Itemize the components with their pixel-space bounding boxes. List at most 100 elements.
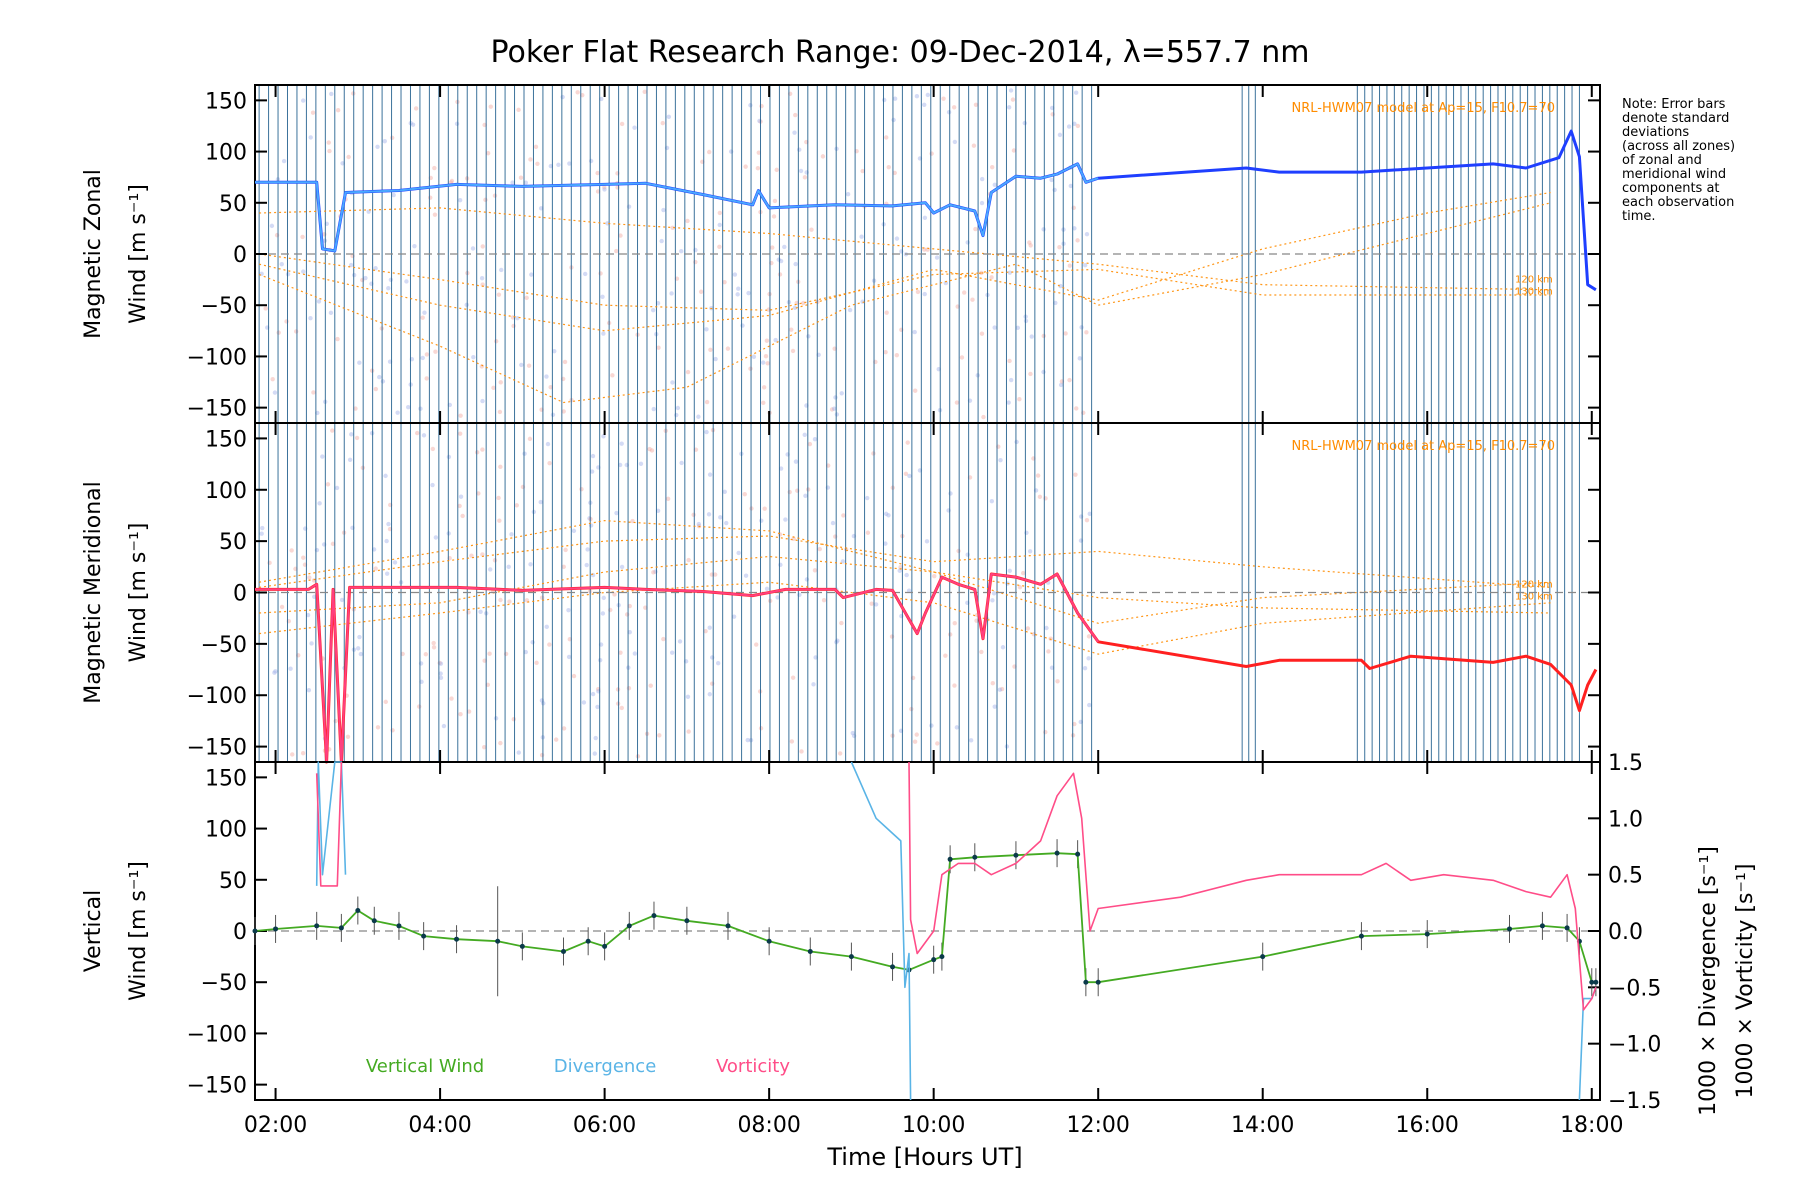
scatter-point (507, 599, 512, 604)
scatter-point (345, 734, 351, 739)
scatter-point (329, 91, 334, 97)
scatter-point (626, 685, 632, 691)
y-tick-label: 50 (219, 869, 247, 894)
scatter-point (550, 412, 556, 417)
scatter-point (571, 528, 577, 534)
scatter-point (624, 612, 630, 617)
scatter-point (438, 675, 444, 681)
vorticity-line (315, 761, 343, 887)
scatter-point (325, 482, 331, 487)
scatter-point (674, 412, 679, 418)
scatter-point (454, 121, 460, 127)
y-tick-label: 150 (205, 427, 247, 452)
scatter-point (1008, 88, 1014, 93)
scatter-point (301, 98, 306, 103)
scatter-point (792, 305, 798, 311)
scatter-point (1067, 263, 1073, 268)
scatter-point (498, 740, 503, 746)
scatter-point (1023, 318, 1029, 324)
scatter-point (598, 271, 603, 276)
vertical-wind-point (1564, 925, 1570, 931)
scatter-point (496, 292, 502, 297)
scatter-point (492, 193, 498, 198)
scatter-point (279, 604, 285, 610)
vertical-wind-point (273, 926, 279, 932)
scatter-point (317, 501, 322, 506)
scatter-point (905, 440, 910, 445)
scatter-point (873, 602, 879, 607)
scatter-point (384, 538, 389, 544)
scatter-point (897, 568, 902, 573)
scatter-point (691, 512, 696, 517)
scatter-point (316, 299, 322, 304)
scatter-point (704, 399, 710, 405)
scatter-point (480, 447, 485, 452)
scatter-point (1073, 472, 1078, 477)
scatter-point (841, 513, 846, 518)
x-tick-label: 02:00 (244, 1113, 307, 1138)
y-tick-label: −100 (187, 1022, 247, 1047)
scatter-point (307, 575, 312, 580)
scatter-point (308, 135, 313, 140)
scatter-point (971, 143, 977, 148)
x-tick-label: 04:00 (408, 1113, 471, 1138)
scatter-point (934, 255, 940, 260)
scatter-point (483, 197, 488, 203)
scatter-point (497, 409, 503, 415)
note-line: (across all zones) (1622, 139, 1735, 154)
scatter-point (354, 435, 360, 441)
scatter-point (952, 621, 957, 626)
scatter-point (320, 454, 325, 459)
scatter-point (1007, 358, 1012, 364)
scatter-point (651, 406, 656, 412)
scatter-point (655, 508, 661, 513)
scatter-point (1067, 377, 1072, 383)
scatter-point (670, 380, 675, 385)
vertical-wind-point (1054, 850, 1060, 856)
scatter-point (906, 588, 912, 593)
scatter-point (590, 691, 596, 697)
vertical-wind-point (1260, 954, 1266, 960)
scatter-point (717, 244, 722, 250)
scatter-point (561, 564, 566, 570)
x-tick-label: 12:00 (1066, 1113, 1129, 1138)
scatter-point (837, 751, 843, 756)
scatter-point (713, 356, 718, 362)
scatter-point (260, 525, 265, 531)
scatter-point (1035, 473, 1041, 478)
scatter-point (925, 92, 931, 98)
scatter-point (510, 180, 515, 185)
scatter-point (894, 352, 900, 358)
scatter-point (479, 275, 485, 281)
y2-tick-label: 1.5 (1608, 751, 1643, 776)
scatter-point (1079, 325, 1084, 330)
x-tick-label: 10:00 (902, 1113, 965, 1138)
scatter-point (441, 723, 447, 729)
scatter-point (759, 518, 764, 523)
scatter-point (647, 446, 652, 452)
scatter-point (732, 272, 738, 277)
scatter-point (754, 642, 759, 647)
vertical-wind-point (931, 957, 937, 963)
scatter-point (829, 407, 835, 412)
scatter-point (1007, 568, 1012, 574)
x-tick-label: 16:00 (1396, 1113, 1459, 1138)
vertical-wind-point (1589, 979, 1595, 985)
scatter-point (679, 460, 684, 466)
y2-tick-label: −1.5 (1608, 1089, 1661, 1114)
scatter-point (804, 577, 810, 582)
scatter-point (618, 650, 623, 655)
scatter-point (708, 347, 713, 353)
scatter-point (460, 513, 465, 519)
scatter-point (650, 307, 656, 313)
scatter-point (357, 360, 362, 365)
vertical-wind-point (1075, 851, 1081, 857)
scatter-point (884, 135, 889, 140)
scatter-point (1084, 517, 1090, 523)
scatter-point (285, 271, 291, 277)
scatter-point (665, 496, 671, 502)
scatter-point (790, 348, 796, 354)
model-curve (259, 253, 1551, 311)
vertical-wind-point (519, 943, 525, 949)
scatter-point (970, 297, 975, 302)
